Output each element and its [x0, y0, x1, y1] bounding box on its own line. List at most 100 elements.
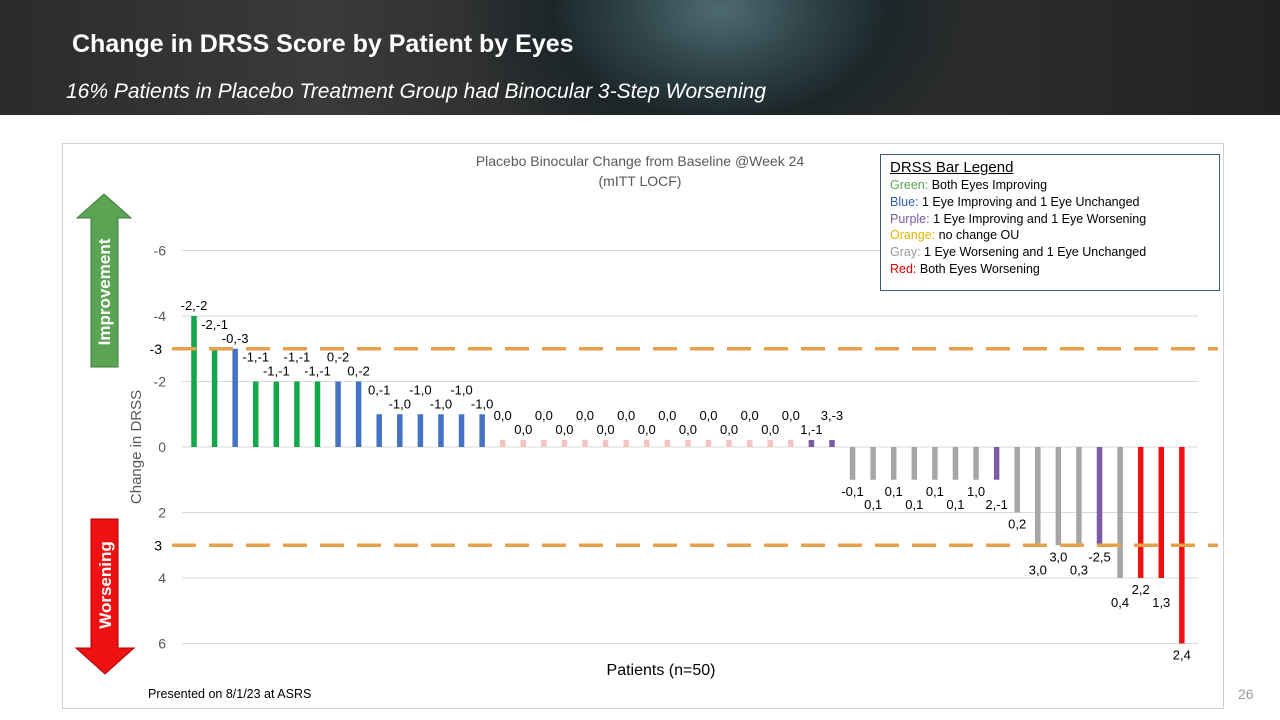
bar-label: -1,-1: [304, 364, 331, 379]
chart-title: Placebo Binocular Change from Baseline @…: [476, 153, 805, 169]
bar: [993, 447, 1000, 480]
bar: [355, 381, 362, 447]
bar: [479, 414, 485, 447]
chart-frame: [62, 143, 1224, 709]
bar-label: 3,0: [1049, 549, 1067, 564]
bar-label: 0,0: [514, 422, 532, 437]
bar-label: 0,0: [576, 408, 594, 423]
y-tick-label: 6: [158, 636, 166, 652]
bar: [520, 440, 527, 447]
bar: [788, 440, 794, 447]
bar-label: 0,1: [905, 497, 923, 512]
bar-label: 0,4: [1111, 595, 1129, 610]
bar: [397, 414, 403, 447]
improvement-label: Improvement: [95, 238, 114, 345]
worsening-arrow: [74, 518, 136, 675]
legend-item-gray: Gray: 1 Eye Worsening and 1 Eye Unchange…: [890, 244, 1210, 261]
y-tick-label: 3: [154, 537, 162, 553]
bar-label: -0,1: [841, 484, 863, 499]
bar: [273, 381, 280, 447]
y-tick-label: 2: [158, 505, 166, 521]
bar: [191, 316, 197, 447]
bar: [1055, 447, 1062, 546]
bar: [932, 447, 938, 480]
bar-label: -1,0: [471, 396, 493, 411]
bar: [623, 440, 629, 447]
page-subtitle: 16% Patients in Placebo Treatment Group …: [66, 80, 766, 103]
bar-label: -1,-1: [284, 350, 311, 365]
bar: [314, 381, 321, 447]
bar-label: 0,-2: [347, 364, 369, 379]
bar: [499, 440, 506, 447]
y-tick-label: -4: [154, 308, 167, 324]
legend-key: Blue:: [890, 194, 919, 209]
legend-item-red: Red: Both Eyes Worsening: [890, 261, 1210, 278]
bar: [376, 414, 382, 447]
bar-label: -1,0: [450, 382, 472, 397]
bar-label: 2,2: [1132, 582, 1150, 597]
bar-label: -1,-1: [242, 350, 269, 365]
bar-label: -1,-1: [263, 364, 290, 379]
bar: [252, 381, 259, 447]
bar-label: 3,0: [1029, 562, 1047, 577]
legend-key: Purple:: [890, 211, 930, 226]
bar: [1137, 447, 1144, 578]
bar: [1076, 447, 1082, 546]
chart-subtitle: (mITT LOCF): [599, 173, 682, 189]
bar: [746, 440, 753, 447]
bar: [602, 440, 609, 447]
bar: [1117, 447, 1123, 578]
bar-label: -1,0: [430, 396, 452, 411]
bar: [829, 440, 835, 447]
legend-text: Both Eyes Improving: [928, 178, 1048, 192]
bar: [1096, 447, 1103, 546]
bar-label: 0,0: [741, 408, 759, 423]
legend-item-blue: Blue: 1 Eye Improving and 1 Eye Unchange…: [890, 194, 1210, 211]
bar: [232, 348, 238, 447]
bar-label: 2,4: [1173, 648, 1191, 663]
page-title: Change in DRSS Score by Patient by Eyes: [72, 30, 574, 58]
bar-label: -2,-2: [181, 298, 208, 313]
bar-label: 0,0: [535, 408, 553, 423]
bar: [890, 447, 897, 480]
footer-note: Presented on 8/1/23 at ASRS: [148, 687, 312, 701]
legend-text: Both Eyes Worsening: [916, 261, 1040, 276]
improvement-arrow: [75, 193, 133, 368]
bar: [952, 447, 959, 480]
bar: [417, 414, 424, 447]
bar-label: 0,0: [658, 408, 676, 423]
legend-text: 1 Eye Improving and 1 Eye Worsening: [929, 211, 1147, 226]
y-tick-label: 0: [158, 439, 166, 455]
bar: [1014, 447, 1020, 513]
bar: [211, 348, 218, 447]
bar: [335, 381, 341, 447]
legend-key: Red:: [890, 261, 917, 276]
bar: [582, 440, 588, 447]
bar-label: 2,-1: [985, 497, 1007, 512]
bar-label: -1,0: [409, 382, 431, 397]
bar-label: 0,0: [782, 408, 800, 423]
bar-label: 3,-3: [821, 408, 843, 423]
bar-label: 1,-1: [800, 422, 822, 437]
bar-label: -2,-1: [201, 317, 228, 332]
bar: [664, 440, 671, 447]
bar: [644, 440, 650, 447]
bar: [294, 381, 300, 447]
worsening-label: Worsening: [96, 541, 115, 629]
bar-label: 1,0: [967, 484, 985, 499]
y-tick-label: -2: [154, 374, 167, 390]
y-tick-label: -3: [150, 341, 163, 357]
legend-item-green: Green: Both Eyes Improving: [890, 177, 1210, 194]
bar: [849, 447, 856, 480]
bar-label: -2,5: [1088, 549, 1110, 564]
legend-item-purple: Purple: 1 Eye Improving and 1 Eye Worsen…: [890, 211, 1210, 228]
chart-legend: DRSS Bar Legend Green: Both Eyes Improvi…: [880, 154, 1220, 291]
bar: [726, 440, 732, 447]
bar: [685, 440, 691, 447]
bar-label: 0,3: [1070, 562, 1088, 577]
bar: [973, 447, 979, 480]
legend-key: Gray:: [890, 245, 921, 260]
bar-label: 0,0: [638, 422, 656, 437]
bar: [1035, 447, 1041, 546]
